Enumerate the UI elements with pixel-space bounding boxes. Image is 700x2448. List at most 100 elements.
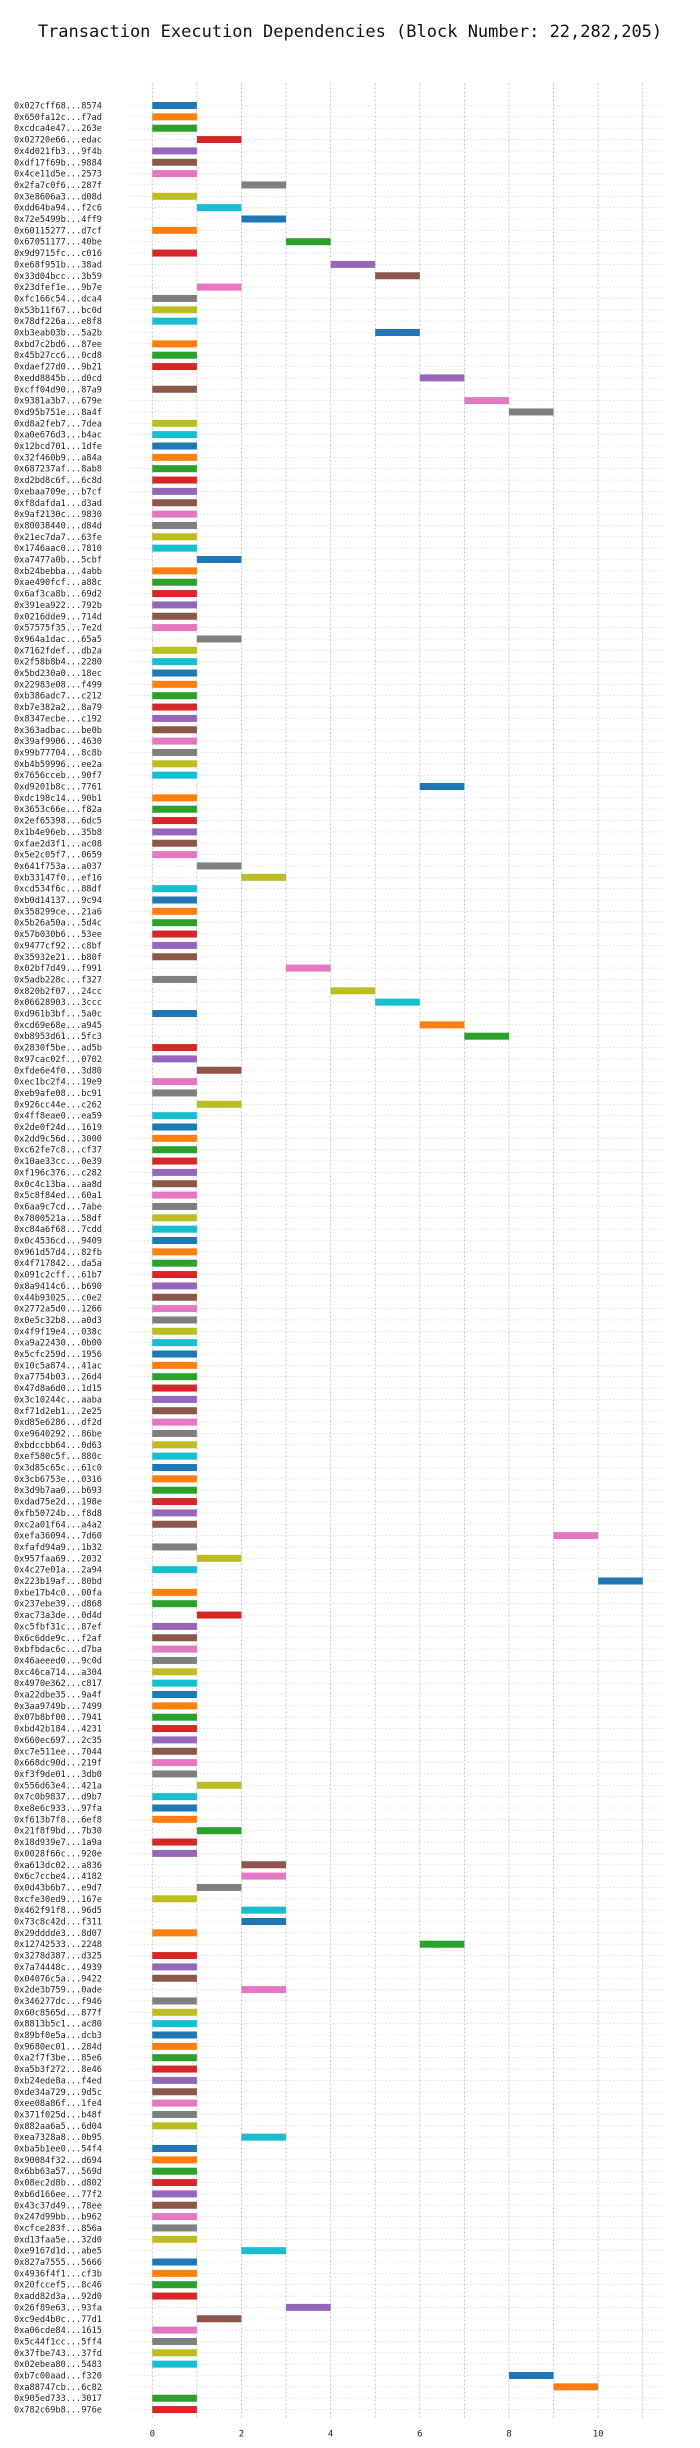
bar bbox=[419, 783, 465, 790]
bar bbox=[152, 2020, 197, 2028]
y-tick-label: 0x7a74448c...4939 bbox=[14, 1963, 102, 1973]
y-tick-label: 0x346277dc...f946 bbox=[14, 1997, 102, 2007]
bar bbox=[152, 1691, 197, 1698]
bar bbox=[152, 1622, 197, 1630]
y-tick-label: 0x3653c66e...f82a bbox=[14, 805, 102, 815]
y-tick-label: 0xfc166c54...dca4 bbox=[14, 294, 102, 304]
bar bbox=[152, 1520, 197, 1528]
bar bbox=[152, 499, 197, 507]
y-tick-label: 0xb386adc7...c212 bbox=[14, 692, 102, 702]
y-tick-label: 0xb24ede8a...f4ed bbox=[14, 2076, 102, 2086]
y-tick-label: 0x57575f35...7e2d bbox=[14, 624, 102, 634]
y-tick-label: 0xb7e382a2...8a79 bbox=[14, 703, 102, 713]
bar bbox=[152, 1418, 197, 1426]
y-tick-label: 0x957faa69...2032 bbox=[14, 1554, 102, 1564]
y-tick-label: 0x882aa6a5...6d04 bbox=[14, 2122, 102, 2132]
x-tick-label: 0 bbox=[150, 2430, 155, 2440]
bar bbox=[152, 601, 197, 609]
bar bbox=[152, 748, 197, 756]
y-tick-label: 0x2de0f24d...1619 bbox=[14, 1123, 102, 1133]
bar bbox=[152, 2054, 197, 2062]
y-tick-label: 0x0e5c32b8...a0d3 bbox=[14, 1316, 102, 1326]
y-tick-label: 0x1746aac0...7810 bbox=[14, 544, 102, 554]
y-tick-label: 0x37fbe743...37fd bbox=[14, 2349, 102, 2359]
y-tick-label: 0x247d99bb...b962 bbox=[14, 2213, 102, 2223]
bar bbox=[152, 828, 197, 836]
bar bbox=[553, 2383, 599, 2391]
y-tick-label: 0x7800521a...58df bbox=[14, 1214, 102, 1224]
bar bbox=[152, 1305, 197, 1313]
y-tick-label: 0x3e8606a3...d08d bbox=[14, 192, 102, 202]
y-tick-label: 0xec1bc2f4...19e9 bbox=[14, 1078, 102, 1088]
bar bbox=[598, 1577, 643, 1585]
y-tick-label: 0x6aa9c7cd...7abe bbox=[14, 1202, 102, 1212]
bar bbox=[152, 714, 197, 722]
bar bbox=[241, 181, 287, 189]
y-tick-label: 0x9d9715fc...c016 bbox=[14, 249, 102, 259]
bar bbox=[419, 1021, 465, 1029]
bar bbox=[152, 1157, 197, 1165]
bar bbox=[152, 1588, 197, 1596]
bar bbox=[152, 805, 197, 813]
bar bbox=[152, 941, 197, 949]
bar bbox=[152, 646, 197, 654]
bar bbox=[152, 1849, 197, 1857]
y-tick-label: 0xbfbdac6c...d7ba bbox=[14, 1645, 102, 1655]
y-tick-label: 0x33d04bcc...3b59 bbox=[14, 272, 102, 282]
bar bbox=[152, 1566, 197, 1574]
bar bbox=[152, 1974, 197, 1982]
y-tick-label: 0x3d9b7aa0...b693 bbox=[14, 1486, 102, 1496]
y-tick-label: 0x90084f32...d694 bbox=[14, 2156, 102, 2166]
y-tick-label: 0x44b93025...c0e2 bbox=[14, 1293, 102, 1303]
y-tick-label: 0x2772a5d0...1266 bbox=[14, 1305, 102, 1315]
y-tick-label: 0xc9ed4b0c...77d1 bbox=[14, 2315, 102, 2325]
bar bbox=[152, 669, 197, 677]
y-tick-label: 0xfb50724b...f8d8 bbox=[14, 1509, 102, 1519]
y-tick-label: 0xea7328a8...0b95 bbox=[14, 2133, 102, 2143]
bar bbox=[152, 680, 197, 688]
y-tick-label: 0x4ff8eae0...ea59 bbox=[14, 1112, 102, 1122]
bar bbox=[152, 612, 197, 620]
y-tick-label: 0xbd42b184...4231 bbox=[14, 1725, 102, 1735]
y-tick-label: 0x60115277...d7cf bbox=[14, 226, 102, 236]
bar bbox=[152, 102, 197, 109]
y-tick-label: 0xa5b3f272...8e46 bbox=[14, 2065, 102, 2075]
y-tick-label: 0xac73a3de...0d4d bbox=[14, 1611, 102, 1621]
x-tick-label: 10 bbox=[593, 2430, 604, 2440]
y-tick-label: 0xd95b751e...8a4f bbox=[14, 408, 102, 418]
y-tick-label: 0xfae2d3f1...ac08 bbox=[14, 839, 102, 849]
y-tick-label: 0x8a9414c6...b690 bbox=[14, 1282, 102, 1292]
y-tick-label: 0xb33147f0...ef16 bbox=[14, 873, 102, 883]
bar bbox=[464, 1032, 509, 1040]
y-tick-label: 0xba5b1ee0...54f4 bbox=[14, 2145, 102, 2155]
bar bbox=[152, 1010, 197, 1017]
y-tick-label: 0x556d63e4...421a bbox=[14, 1781, 102, 1791]
y-tick-label: 0x5b26a50a...5d4c bbox=[14, 919, 102, 929]
bar bbox=[152, 930, 197, 938]
bar bbox=[375, 998, 420, 1006]
y-tick-label: 0xadd82d3a...92d0 bbox=[14, 2292, 102, 2302]
y-tick-label: 0xb24bebba...4abb bbox=[14, 567, 102, 577]
bar bbox=[152, 624, 197, 632]
bar bbox=[152, 453, 197, 461]
y-tick-label: 0x6c6dde9c...f2af bbox=[14, 1634, 102, 1644]
bar bbox=[152, 771, 197, 779]
y-tick-label: 0x06628903...3ccc bbox=[14, 998, 102, 1008]
bar bbox=[152, 363, 197, 371]
bar bbox=[152, 1509, 197, 1517]
bar bbox=[241, 215, 287, 223]
bar bbox=[152, 975, 197, 983]
bar bbox=[152, 1225, 197, 1233]
y-tick-label: 0xcd534f6c...88df bbox=[14, 885, 102, 895]
y-tick-label: 0xebaa709e...b7cf bbox=[14, 487, 102, 497]
bar bbox=[152, 2167, 197, 2175]
y-tick-label: 0xa9a22430...0b00 bbox=[14, 1339, 102, 1349]
y-tick-label: 0x4f717842...da5a bbox=[14, 1259, 102, 1269]
y-tick-label: 0x12742533...2248 bbox=[14, 1940, 102, 1950]
y-tick-label: 0x9477cf92...c8bf bbox=[14, 941, 102, 951]
bar bbox=[286, 964, 331, 972]
bar bbox=[152, 1237, 197, 1244]
bar bbox=[375, 272, 420, 280]
bar bbox=[152, 2179, 197, 2187]
bar bbox=[152, 419, 197, 427]
